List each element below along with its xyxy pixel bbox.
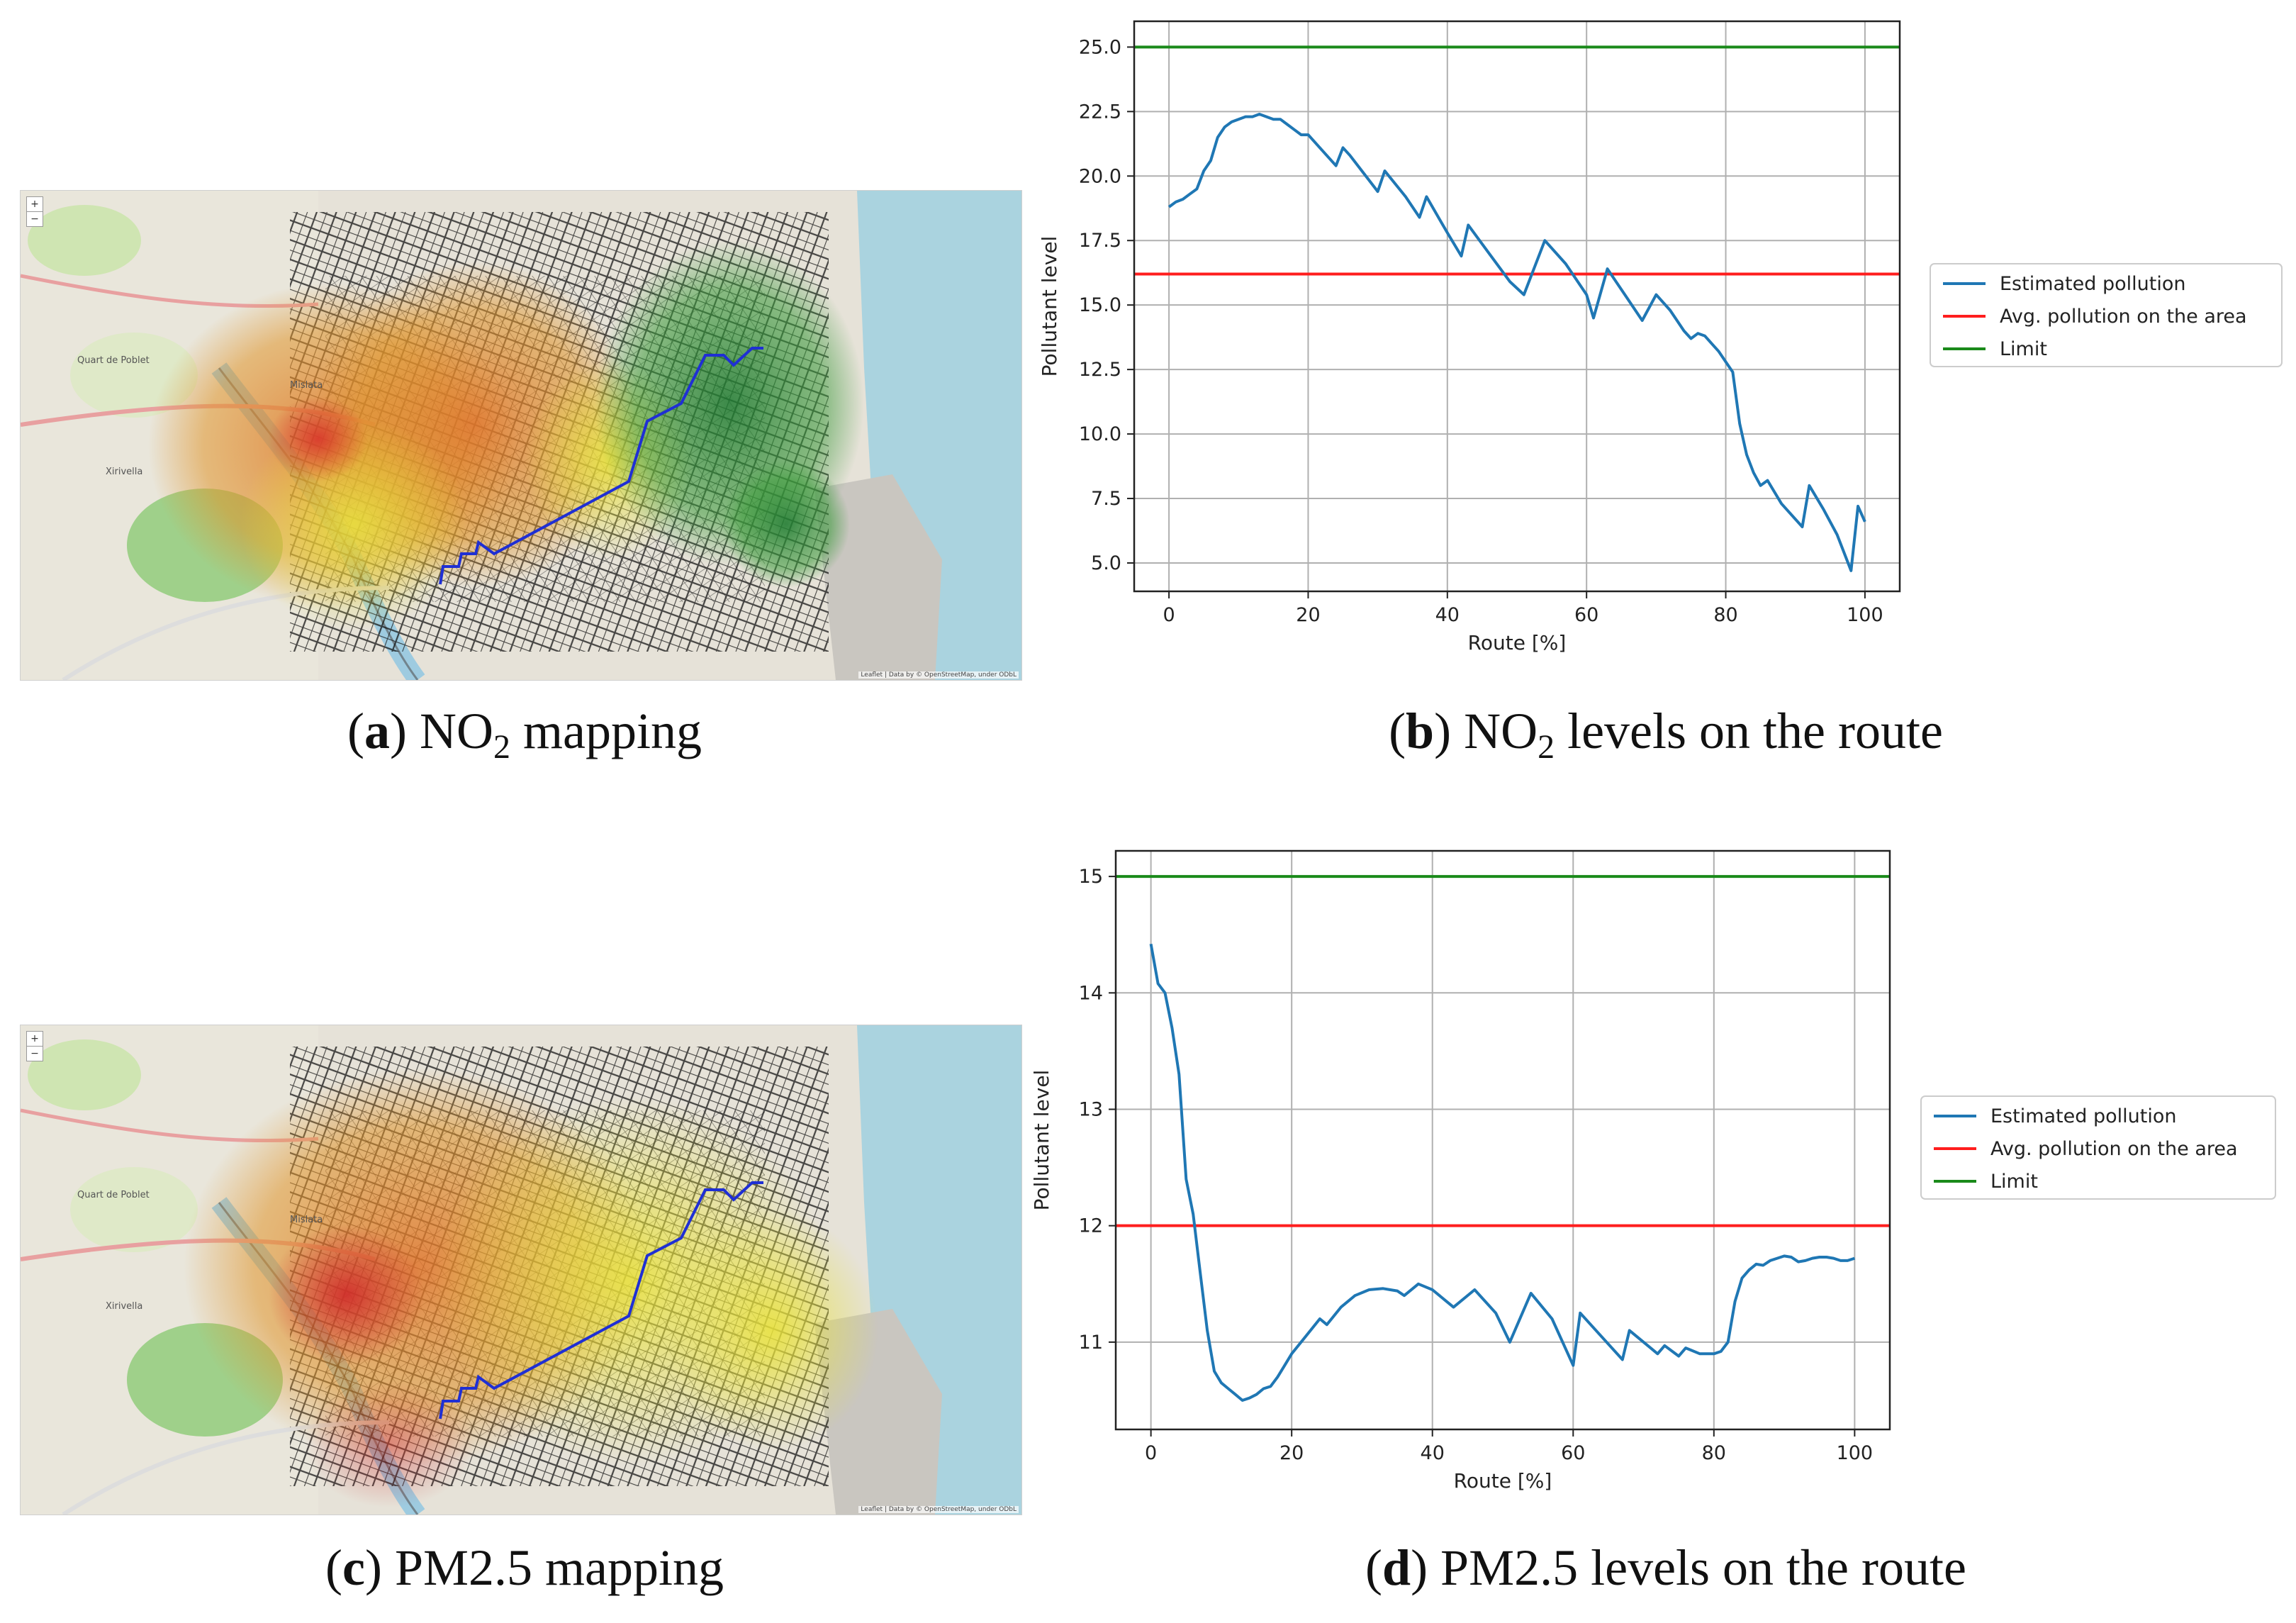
x-axis-label: Route [%] bbox=[1454, 1469, 1552, 1493]
caption-text: mapping bbox=[510, 703, 702, 759]
pm25-map-canvas: Quart de Poblet Mislata Xirivella bbox=[21, 1025, 1021, 1515]
x-tick-label: 0 bbox=[1163, 604, 1175, 626]
legend-label: Limit bbox=[1990, 1171, 2038, 1193]
x-tick-label: 80 bbox=[1702, 1442, 1726, 1464]
caption-letter: a bbox=[364, 703, 391, 759]
caption-text: PM2.5 mapping bbox=[394, 1539, 724, 1596]
map-label: Mislata bbox=[290, 1215, 323, 1225]
legend-label: Limit bbox=[2000, 338, 2047, 360]
map-label: Mislata bbox=[290, 380, 323, 391]
y-tick-label: 22.5 bbox=[1079, 101, 1121, 123]
x-tick-label: 60 bbox=[1561, 1442, 1585, 1464]
x-tick-label: 100 bbox=[1847, 604, 1883, 626]
caption-letter: d bbox=[1382, 1539, 1411, 1596]
caption-a: (a) NO2 mapping bbox=[347, 703, 702, 766]
y-tick-label: 12.5 bbox=[1079, 359, 1121, 381]
caption-pollutant: NO bbox=[420, 703, 493, 759]
legend-box bbox=[1920, 1095, 2276, 1200]
y-tick-label: 12 bbox=[1079, 1215, 1103, 1237]
x-tick-label: 100 bbox=[1837, 1442, 1874, 1464]
y-axis-label: Pollutant level bbox=[1038, 236, 1061, 377]
y-tick-label: 14 bbox=[1079, 982, 1103, 1004]
map-attribution[interactable]: Leaflet | Data by © OpenStreetMap, under… bbox=[858, 1506, 1019, 1513]
map-attribution[interactable]: Leaflet | Data by © OpenStreetMap, under… bbox=[858, 671, 1019, 679]
y-tick-label: 13 bbox=[1079, 1098, 1103, 1120]
y-tick-label: 17.5 bbox=[1079, 230, 1121, 252]
legend-label: Estimated pollution bbox=[2000, 273, 2185, 295]
y-tick-label: 5.0 bbox=[1091, 552, 1121, 574]
legend-label: Estimated pollution bbox=[1990, 1105, 2176, 1127]
map-label: Quart de Poblet bbox=[77, 355, 150, 366]
estimated-pollution-line bbox=[1167, 113, 1866, 572]
caption-text: levels on the route bbox=[1555, 703, 1943, 759]
route-line bbox=[439, 347, 763, 585]
zoom-in-button[interactable]: + bbox=[30, 1033, 39, 1044]
caption-subscript: 2 bbox=[493, 728, 510, 766]
x-tick-label: 80 bbox=[1713, 604, 1737, 626]
zoom-in-button[interactable]: + bbox=[30, 199, 39, 210]
x-tick-label: 20 bbox=[1279, 1442, 1304, 1464]
no2-map-canvas: Quart de Poblet Mislata Xirivella bbox=[21, 191, 1021, 680]
legend-label: Avg. pollution on the area bbox=[2000, 306, 2247, 328]
zoom-control[interactable]: + − bbox=[26, 196, 43, 227]
no2-route-chart: 0 20 40 60 80 100 5.0 7.5 10.0 12.5 15.0 17.5 20.0 22… bbox=[1038, 20, 2283, 654]
y-tick-label: 11 bbox=[1079, 1332, 1103, 1354]
x-tick-label: 40 bbox=[1421, 1442, 1445, 1464]
caption-pollutant: NO bbox=[1464, 703, 1538, 759]
caption-subscript: 2 bbox=[1538, 728, 1555, 766]
y-tick-label: 7.5 bbox=[1091, 488, 1121, 510]
y-tick-label: 20.0 bbox=[1079, 165, 1121, 187]
caption-b: (b) NO2 levels on the route bbox=[1389, 703, 1943, 766]
plot-frame bbox=[1133, 20, 1901, 593]
y-tick-label: 15.0 bbox=[1079, 294, 1121, 316]
y-tick-label: 25.0 bbox=[1079, 36, 1121, 58]
estimated-pollution-line bbox=[1149, 943, 1856, 1402]
x-tick-label: 40 bbox=[1435, 604, 1460, 626]
no2-map: Quart de Poblet Mislata Xirivella + − Le… bbox=[20, 190, 1022, 681]
y-tick-label: 15 bbox=[1079, 866, 1103, 888]
plot-area bbox=[1116, 851, 1890, 1429]
y-axis-label: Pollutant level bbox=[1030, 1070, 1053, 1211]
legend-box bbox=[1930, 263, 2283, 367]
x-axis-label: Route [%] bbox=[1468, 631, 1567, 654]
pm25-map: Quart de Poblet Mislata Xirivella + − Le… bbox=[20, 1025, 1022, 1515]
zoom-out-button[interactable]: − bbox=[27, 211, 43, 226]
caption-c: (c) PM2.5 mapping bbox=[325, 1539, 724, 1596]
x-tick-label: 60 bbox=[1574, 604, 1598, 626]
map-label: Xirivella bbox=[106, 1301, 142, 1312]
legend-label: Avg. pollution on the area bbox=[1990, 1138, 2238, 1160]
map-label: Xirivella bbox=[106, 467, 142, 477]
route-line bbox=[439, 1181, 763, 1420]
zoom-out-button[interactable]: − bbox=[27, 1046, 43, 1061]
x-tick-label: 0 bbox=[1145, 1442, 1157, 1464]
zoom-control[interactable]: + − bbox=[26, 1031, 43, 1061]
map-label: Quart de Poblet bbox=[77, 1190, 150, 1200]
caption-letter: b bbox=[1406, 703, 1435, 759]
caption-text: PM2.5 levels on the route bbox=[1440, 1539, 1966, 1596]
y-tick-label: 10.0 bbox=[1079, 423, 1121, 445]
caption-d: (d) PM2.5 levels on the route bbox=[1365, 1539, 1966, 1596]
plot-frame bbox=[1114, 849, 1891, 1431]
x-tick-label: 20 bbox=[1296, 604, 1320, 626]
caption-letter: c bbox=[342, 1539, 365, 1596]
